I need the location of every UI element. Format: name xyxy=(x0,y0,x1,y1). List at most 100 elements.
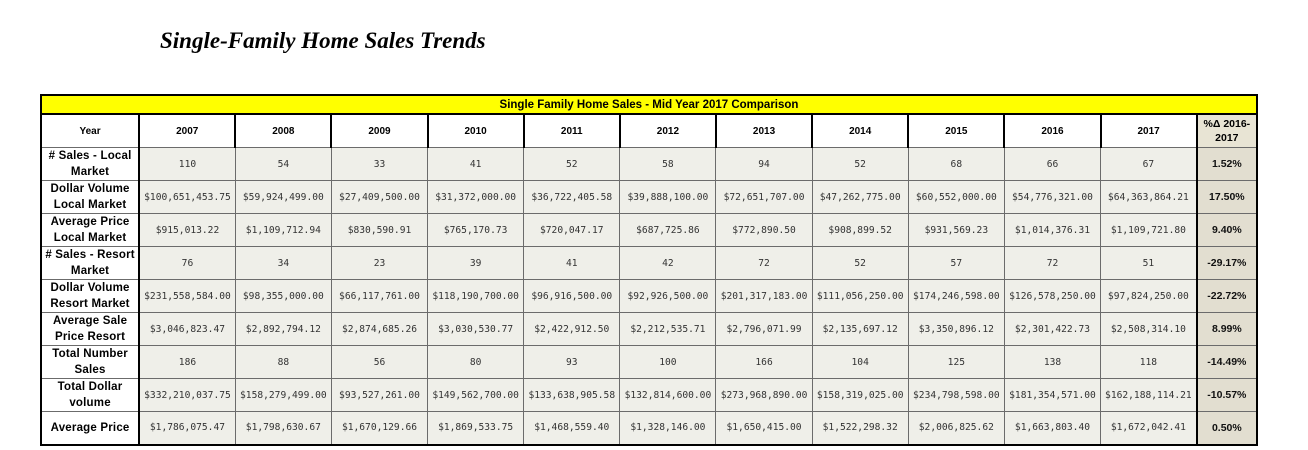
percent-change-cell: -22.72% xyxy=(1195,279,1258,313)
table-cell: $174,246,598.00 xyxy=(907,279,1005,313)
table-cell: 58 xyxy=(619,147,717,181)
table-cell: 94 xyxy=(715,147,813,181)
table-cell: $27,409,500.00 xyxy=(330,180,429,214)
table-cell: $60,552,000.00 xyxy=(907,180,1005,214)
table-cell: 51 xyxy=(1100,246,1198,280)
table-cell: $765,170.73 xyxy=(427,213,525,247)
table-cell: $1,663,803.40 xyxy=(1003,411,1102,446)
table-cell: 93 xyxy=(523,345,621,379)
year-header-cell: 2015 xyxy=(907,113,1005,148)
year-header-cell: 2014 xyxy=(811,113,909,148)
table-banner-row: Single Family Home Sales - Mid Year 2017… xyxy=(40,94,1258,115)
table-cell: $54,776,321.00 xyxy=(1003,180,1102,214)
row-label: Dollar Volume Resort Market xyxy=(40,279,141,313)
row-label: # Sales - Resort Market xyxy=(40,246,141,280)
row-label: Average Price Local Market xyxy=(40,213,141,247)
table-cell: $1,798,630.67 xyxy=(234,411,332,446)
table-cell: 100 xyxy=(619,345,717,379)
percent-change-cell: 0.50% xyxy=(1195,411,1258,446)
table-cell: 39 xyxy=(427,246,525,280)
table-cell: $39,888,100.00 xyxy=(619,180,717,214)
year-header-cell: 2011 xyxy=(522,113,621,148)
table-row: # Sales - Resort Market 76 34 23 39 41 42 72 52 5… xyxy=(40,246,1258,280)
row-label: Average Sale Price Resort xyxy=(40,312,141,346)
percent-change-cell: 17.50% xyxy=(1195,180,1258,214)
table-cell: $3,030,530.77 xyxy=(427,312,525,346)
page-title: Single-Family Home Sales Trends xyxy=(160,28,486,53)
table-cell: $98,355,000.00 xyxy=(234,279,332,313)
percent-change-header: %Δ 2016-2017 xyxy=(1195,113,1258,148)
table-cell: 110 xyxy=(138,147,236,181)
percent-change-cell: -10.57% xyxy=(1195,378,1258,412)
table-cell: 52 xyxy=(811,246,909,280)
table-cell: $1,328,146.00 xyxy=(619,411,717,446)
percent-change-cell: -14.49% xyxy=(1195,345,1258,379)
row-label: # Sales - Local Market xyxy=(40,147,141,181)
table-cell: $1,522,298.32 xyxy=(811,411,909,446)
table-cell: 67 xyxy=(1100,147,1198,181)
percent-change-cell: -29.17% xyxy=(1195,246,1258,280)
year-header-cell: 2012 xyxy=(618,113,717,148)
table-cell: 125 xyxy=(907,345,1005,379)
table-cell: $2,508,314.10 xyxy=(1100,312,1198,346)
table-cell: $149,562,700.00 xyxy=(427,378,525,412)
table-cell: 52 xyxy=(523,147,621,181)
table-cell: $201,317,183.00 xyxy=(715,279,813,313)
row-label: Total Dollar volume xyxy=(40,378,141,412)
year-header-cell: 2013 xyxy=(714,113,813,148)
table-cell: $1,670,129.66 xyxy=(330,411,429,446)
percent-change-cell: 8.99% xyxy=(1195,312,1258,346)
table-cell: $96,916,500.00 xyxy=(523,279,621,313)
table-cell: $720,047.17 xyxy=(523,213,621,247)
table-cell: $1,468,559.40 xyxy=(523,411,621,446)
table-cell: $908,899.52 xyxy=(811,213,909,247)
table-banner: Single Family Home Sales - Mid Year 2017… xyxy=(40,94,1258,115)
table-cell: $234,798,598.00 xyxy=(907,378,1005,412)
percent-change-cell: 1.52% xyxy=(1195,147,1258,181)
table-cell: $931,569.23 xyxy=(907,213,1005,247)
year-header-cell: 2007 xyxy=(138,113,236,148)
table-cell: $2,796,071.99 xyxy=(715,312,813,346)
table-cell: $1,786,075.47 xyxy=(138,411,236,446)
table-cell: $158,279,499.00 xyxy=(234,378,332,412)
table-cell: $830,590.91 xyxy=(330,213,429,247)
table-cell: $2,212,535.71 xyxy=(619,312,717,346)
year-header-cell: 2017 xyxy=(1099,113,1198,148)
table-cell: $3,350,896.12 xyxy=(907,312,1005,346)
table-cell: 88 xyxy=(234,345,332,379)
table-row: # Sales - Local Market 110 54 33 41 52 58 94 52 6… xyxy=(40,147,1258,181)
table-cell: $66,117,761.00 xyxy=(330,279,429,313)
table-cell: $1,109,712.94 xyxy=(234,213,332,247)
table-cell: $687,725.86 xyxy=(619,213,717,247)
table-cell: $111,056,250.00 xyxy=(811,279,909,313)
table-cell: 41 xyxy=(427,147,525,181)
table-cell: 118 xyxy=(1100,345,1198,379)
table-cell: 33 xyxy=(330,147,429,181)
year-header-cell: 2010 xyxy=(426,113,525,148)
table-cell: $2,006,825.62 xyxy=(907,411,1005,446)
table-cell: $100,651,453.75 xyxy=(138,180,236,214)
table-cell: $231,558,584.00 xyxy=(138,279,236,313)
table-cell: 80 xyxy=(427,345,525,379)
table-row: Dollar Volume Resort Market $231,558,584.… xyxy=(40,279,1258,313)
year-header-cell: 2016 xyxy=(1003,113,1102,148)
table-cell: $36,722,405.58 xyxy=(523,180,621,214)
table-row: Total Number Sales 186 88 56 80 93 100 166 104 12… xyxy=(40,345,1258,379)
table-row: Average Price Local Market $915,013.22 $1,… xyxy=(40,213,1258,247)
table-cell: $2,892,794.12 xyxy=(234,312,332,346)
year-header-row: Year 2007 2008 2009 2010 2011 2012 2013 2014 201… xyxy=(39,113,1258,148)
table-cell: $31,372,000.00 xyxy=(427,180,525,214)
table-cell: $1,869,533.75 xyxy=(427,411,525,446)
table-cell: $2,301,422.73 xyxy=(1003,312,1102,346)
table-cell: 52 xyxy=(811,147,909,181)
table-cell: 23 xyxy=(330,246,429,280)
table-cell: 104 xyxy=(811,345,909,379)
table-cell: $92,926,500.00 xyxy=(619,279,717,313)
table-row: Total Dollar volume $332,210,037.75 $158,2… xyxy=(40,378,1258,412)
table-cell: $118,190,700.00 xyxy=(427,279,525,313)
table-cell: 68 xyxy=(907,147,1005,181)
table-row: Average Sale Price Resort $3,046,823.47 $2… xyxy=(40,312,1258,346)
table-cell: $3,046,823.47 xyxy=(138,312,236,346)
table-cell: 186 xyxy=(138,345,236,379)
table-cell: $1,672,042.41 xyxy=(1100,411,1198,446)
